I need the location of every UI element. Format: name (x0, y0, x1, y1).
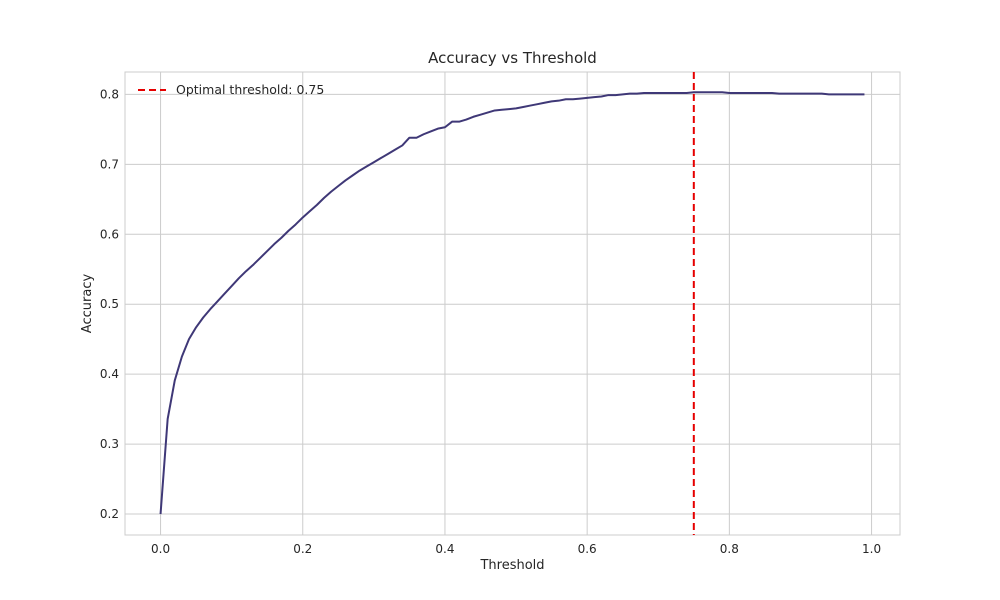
x-axis-label: Threshold (479, 558, 544, 573)
y-tick-label: 0.4 (100, 367, 119, 381)
x-tick-label: 1.0 (862, 542, 881, 556)
x-tick-label: 0.6 (578, 542, 597, 556)
legend: Optimal threshold: 0.75 (138, 82, 324, 97)
chart-title: Accuracy vs Threshold (428, 49, 597, 67)
x-tick-label: 0.4 (435, 542, 454, 556)
plot-frame (124, 71, 901, 536)
y-axis-label: Accuracy (80, 274, 95, 334)
y-tick-label: 0.6 (100, 227, 119, 241)
y-tick-label: 0.7 (100, 157, 119, 171)
grid (125, 72, 900, 535)
x-tick-label: 0.0 (151, 542, 170, 556)
y-tick-label: 0.2 (100, 507, 119, 521)
accuracy-line (159, 91, 865, 515)
y-tick-label: 0.3 (100, 437, 119, 451)
y-tick-label: 0.8 (100, 87, 119, 101)
x-tick-labels: 0.0 0.2 0.4 0.6 0.8 1.0 (151, 542, 881, 556)
series-layer (159, 91, 865, 515)
y-tick-labels: 0.2 0.3 0.4 0.5 0.6 0.7 0.8 (100, 87, 119, 521)
y-tick-label: 0.5 (100, 297, 119, 311)
x-tick-label: 0.8 (720, 542, 739, 556)
x-tick-label: 0.2 (293, 542, 312, 556)
legend-label-optimal-threshold: Optimal threshold: 0.75 (176, 82, 324, 97)
